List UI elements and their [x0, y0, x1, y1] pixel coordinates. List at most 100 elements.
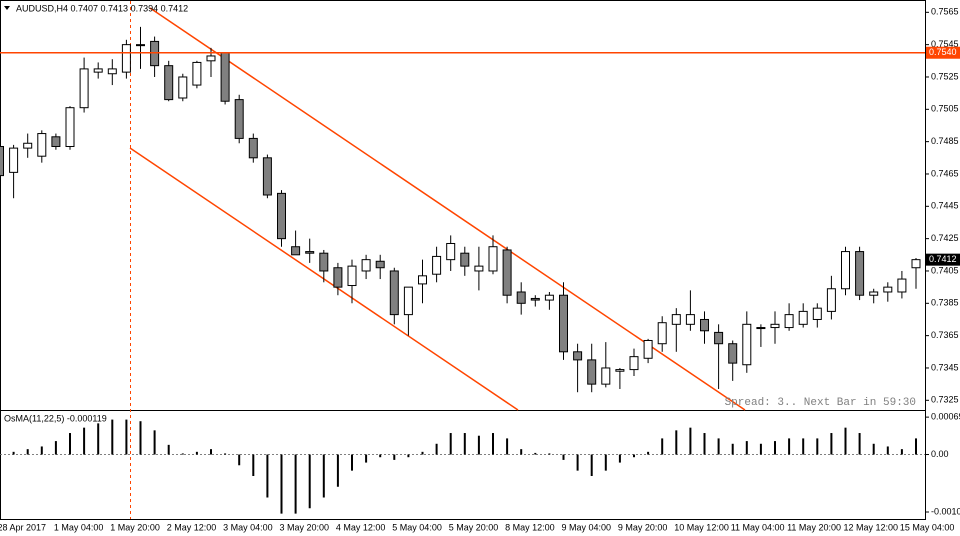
candle-body	[23, 142, 33, 149]
x-tick-label: 15 May 04:00	[900, 522, 955, 532]
x-tick-label: 12 May 12:00	[844, 522, 899, 532]
candle-body	[136, 44, 145, 47]
candle-body	[93, 68, 103, 73]
candle-body	[700, 318, 709, 332]
candle-body	[291, 246, 301, 256]
x-tick-label: 4 May 12:00	[336, 522, 386, 532]
candle-body	[0, 145, 4, 177]
candle-body	[728, 343, 738, 364]
y-tick-label: 0.7345	[931, 362, 959, 372]
x-tick-label: 5 May 04:00	[392, 522, 442, 532]
candle-body	[150, 40, 160, 67]
candle-body	[305, 251, 315, 254]
title-arrow	[4, 6, 10, 10]
y-tick-label: 0.00	[931, 449, 949, 459]
x-tick-label: 8 May 12:00	[505, 522, 555, 532]
candle-body	[544, 294, 554, 301]
candle-body	[37, 133, 47, 157]
chart-title: AUDUSD,H4 0.7407 0.7413 0.7394 0.7412	[16, 3, 188, 13]
y-tick-label: 0.000696	[931, 412, 960, 422]
candle-body	[347, 265, 357, 287]
candle-body	[841, 251, 850, 290]
y-tick-label: 0.7565	[931, 7, 959, 17]
candle-body	[883, 286, 893, 293]
y-tick-label: 0.7545	[931, 39, 959, 49]
x-tick-label: 3 May 04:00	[223, 522, 273, 532]
y-tick-label: 0.7405	[931, 265, 959, 275]
candle-body	[587, 359, 597, 385]
candle-body	[220, 52, 230, 102]
x-tick-label: 2 May 12:00	[167, 522, 217, 532]
candle-body	[206, 55, 216, 62]
y-tick-label: 0.7425	[931, 233, 959, 243]
candle-body	[234, 99, 244, 139]
candle-body	[770, 323, 780, 329]
candle-body	[911, 259, 921, 269]
x-tick-label: 11 May 04:00	[731, 522, 785, 532]
candle-body	[9, 147, 19, 173]
x-tick-label: 3 May 20:00	[280, 522, 330, 532]
candle-body	[714, 331, 724, 345]
candle-body	[79, 68, 89, 109]
x-tick-label: 28 Apr 2017	[0, 522, 46, 532]
price-label-box	[926, 253, 960, 266]
candle-body	[742, 323, 752, 366]
candle-body	[573, 351, 583, 361]
candle-body	[488, 246, 498, 272]
candle-body	[65, 107, 75, 147]
candle-body	[756, 327, 766, 330]
candle-body	[460, 252, 470, 267]
candle-body	[657, 322, 667, 345]
hline-label: 0.7540	[929, 47, 957, 57]
candle-body	[375, 260, 385, 269]
candle-body	[446, 242, 456, 261]
candle-body	[812, 307, 822, 320]
x-tick-label: 1 May 20:00	[110, 522, 160, 532]
y-tick-label: 0.7485	[931, 136, 959, 146]
candle-body	[107, 68, 117, 75]
candle-body	[319, 252, 329, 272]
x-tick-label: 1 May 04:00	[54, 522, 104, 532]
candle-body	[559, 294, 568, 353]
candle-body	[826, 288, 836, 312]
candle-body	[262, 157, 272, 196]
candle-body	[418, 275, 427, 285]
y-tick-label: 0.7505	[931, 104, 959, 114]
x-tick-label: 9 May 20:00	[618, 522, 668, 532]
candle-body	[869, 291, 879, 296]
y-tick-label: -0.00107	[931, 506, 960, 516]
candle-body	[432, 255, 442, 275]
x-tick-label: 5 May 20:00	[449, 522, 499, 532]
candle-body	[192, 61, 202, 86]
candle-body	[248, 137, 258, 159]
candle-body	[51, 136, 61, 147]
y-tick-label: 0.7365	[931, 330, 959, 340]
candle-body	[615, 369, 625, 372]
indicator-title: OsMA(11,22,5) -0.000119	[4, 413, 107, 423]
hline-label-box	[926, 46, 960, 59]
candle-body	[164, 65, 174, 101]
candle-body	[897, 278, 907, 293]
y-tick-label: 0.7465	[931, 168, 959, 178]
candle-body	[389, 270, 399, 316]
candle-body	[277, 192, 286, 240]
candle-body	[671, 314, 681, 325]
candle-body	[784, 314, 794, 329]
y-tick-label: 0.7385	[931, 298, 959, 308]
x-tick-label: 10 May 12:00	[674, 522, 729, 532]
candle-body	[361, 259, 371, 272]
y-tick-label: 0.7325	[931, 395, 959, 405]
candle-body	[403, 286, 413, 316]
candle-body	[121, 44, 131, 73]
candle-body	[474, 265, 484, 272]
x-tick-label: 9 May 04:00	[562, 522, 612, 532]
y-tick-label: 0.7445	[931, 201, 959, 211]
candle-body	[178, 76, 188, 99]
annotation: Spread: 3.. Next Bar in 59:30	[725, 397, 916, 409]
candle-body	[530, 297, 540, 301]
candle-body	[629, 356, 639, 371]
candle-body	[855, 251, 865, 296]
candle-body	[333, 267, 343, 288]
candle-body	[643, 339, 653, 359]
